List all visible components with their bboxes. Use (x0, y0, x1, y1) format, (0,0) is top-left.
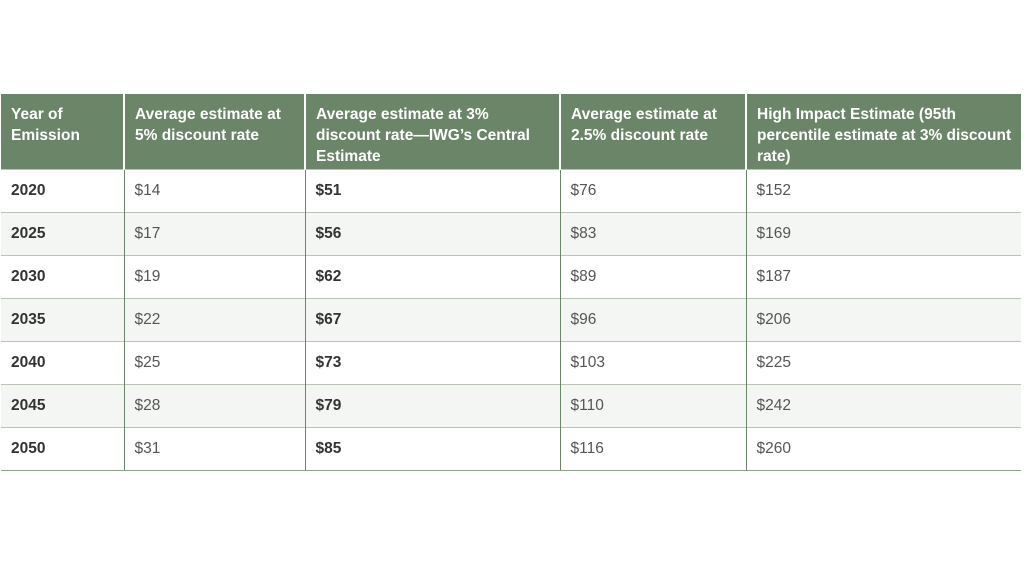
table-row: 2035 $22 $67 $96 $206 (1, 297, 1021, 341)
central-estimate-cell: $62 (304, 254, 560, 298)
header-high-impact: High Impact Estimate (95th percentile es… (745, 94, 1021, 169)
central-estimate-cell: $56 (304, 211, 560, 255)
value-cell: $169 (745, 211, 1021, 255)
value-cell: $31 (123, 426, 305, 471)
table-row: 2020 $14 $51 $76 $152 (1, 168, 1021, 212)
emission-cost-table-container: Year of Emission Average estimate at 5% … (1, 94, 1021, 471)
header-year-of-emission: Year of Emission (1, 94, 124, 169)
header-5-percent-rate: Average estimate at 5% discount rate (123, 94, 305, 169)
value-cell: $96 (559, 297, 746, 341)
value-cell: $225 (745, 340, 1021, 384)
header-2-5-percent-rate: Average estimate at 2.5% discount rate (559, 94, 746, 169)
central-estimate-cell: $85 (304, 426, 560, 471)
value-cell: $260 (745, 426, 1021, 471)
value-cell: $152 (745, 168, 1021, 212)
value-cell: $116 (559, 426, 746, 471)
year-cell: 2045 (1, 383, 124, 427)
central-estimate-cell: $51 (304, 168, 560, 212)
value-cell: $187 (745, 254, 1021, 298)
year-cell: 2025 (1, 211, 124, 255)
value-cell: $17 (123, 211, 305, 255)
year-cell: 2020 (1, 168, 124, 212)
value-cell: $89 (559, 254, 746, 298)
table-body: 2020 $14 $51 $76 $152 2025 $17 $56 $83 $… (1, 168, 1021, 471)
table-header: Year of Emission Average estimate at 5% … (1, 94, 1021, 169)
value-cell: $76 (559, 168, 746, 212)
year-cell: 2050 (1, 426, 124, 471)
header-3-percent-rate: Average estimate at 3% discount rate—IWG… (304, 94, 560, 169)
central-estimate-cell: $67 (304, 297, 560, 341)
table-row: 2040 $25 $73 $103 $225 (1, 340, 1021, 384)
central-estimate-cell: $79 (304, 383, 560, 427)
value-cell: $19 (123, 254, 305, 298)
value-cell: $206 (745, 297, 1021, 341)
value-cell: $22 (123, 297, 305, 341)
value-cell: $110 (559, 383, 746, 427)
year-cell: 2035 (1, 297, 124, 341)
header-row: Year of Emission Average estimate at 5% … (1, 94, 1021, 169)
table-row: 2050 $31 $85 $116 $260 (1, 426, 1021, 471)
value-cell: $83 (559, 211, 746, 255)
year-cell: 2030 (1, 254, 124, 298)
value-cell: $242 (745, 383, 1021, 427)
value-cell: $103 (559, 340, 746, 384)
value-cell: $14 (123, 168, 305, 212)
value-cell: $25 (123, 340, 305, 384)
table-row: 2025 $17 $56 $83 $169 (1, 211, 1021, 255)
table-row: 2045 $28 $79 $110 $242 (1, 383, 1021, 427)
emission-cost-table: Year of Emission Average estimate at 5% … (1, 94, 1021, 471)
year-cell: 2040 (1, 340, 124, 384)
value-cell: $28 (123, 383, 305, 427)
table-row: 2030 $19 $62 $89 $187 (1, 254, 1021, 298)
central-estimate-cell: $73 (304, 340, 560, 384)
